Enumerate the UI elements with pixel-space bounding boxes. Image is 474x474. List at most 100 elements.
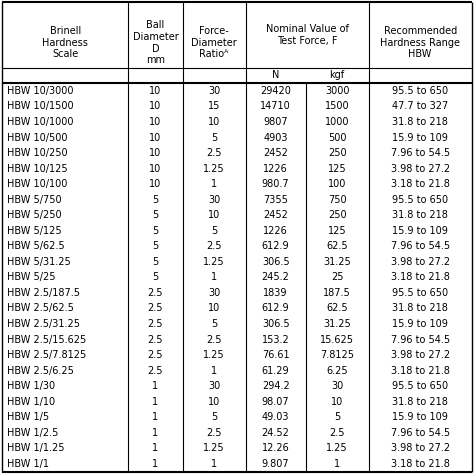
Text: 3.98 to 27.2: 3.98 to 27.2 bbox=[391, 443, 450, 453]
Text: HBW 5/750: HBW 5/750 bbox=[7, 195, 62, 205]
Text: 10: 10 bbox=[208, 117, 220, 127]
Text: 15: 15 bbox=[208, 101, 220, 111]
Text: 100: 100 bbox=[328, 179, 346, 189]
Text: HBW 1/10: HBW 1/10 bbox=[7, 397, 55, 407]
Text: 306.5: 306.5 bbox=[262, 257, 290, 267]
Text: 10: 10 bbox=[149, 117, 162, 127]
Text: 25: 25 bbox=[331, 273, 343, 283]
Text: 1: 1 bbox=[211, 459, 217, 469]
Text: kgf: kgf bbox=[329, 71, 345, 81]
Text: 98.07: 98.07 bbox=[262, 397, 290, 407]
Text: 5: 5 bbox=[334, 412, 340, 422]
Text: 1: 1 bbox=[152, 397, 158, 407]
Text: 62.5: 62.5 bbox=[326, 303, 348, 313]
Text: 30: 30 bbox=[208, 86, 220, 96]
Text: 5: 5 bbox=[152, 241, 159, 251]
Text: 3.18 to 21.8: 3.18 to 21.8 bbox=[391, 179, 449, 189]
Text: 15.9 to 109: 15.9 to 109 bbox=[392, 319, 448, 329]
Text: HBW 10/125: HBW 10/125 bbox=[7, 164, 68, 173]
Text: 612.9: 612.9 bbox=[262, 241, 290, 251]
Text: 5: 5 bbox=[152, 210, 159, 220]
Text: Nominal Value of
Test Force, F: Nominal Value of Test Force, F bbox=[265, 24, 348, 46]
Text: HBW 10/3000: HBW 10/3000 bbox=[7, 86, 73, 96]
Text: 10: 10 bbox=[149, 133, 162, 143]
Text: 95.5 to 650: 95.5 to 650 bbox=[392, 381, 448, 391]
Text: 3.18 to 21.8: 3.18 to 21.8 bbox=[391, 459, 449, 469]
Text: HBW 2.5/6.25: HBW 2.5/6.25 bbox=[7, 365, 74, 375]
Text: 15.625: 15.625 bbox=[320, 335, 354, 345]
Text: 12.26: 12.26 bbox=[262, 443, 290, 453]
Text: 5: 5 bbox=[211, 226, 217, 236]
Text: 1: 1 bbox=[211, 365, 217, 375]
Text: 1839: 1839 bbox=[264, 288, 288, 298]
Text: 31.8 to 218: 31.8 to 218 bbox=[392, 397, 448, 407]
Text: 5: 5 bbox=[211, 319, 217, 329]
Text: 2452: 2452 bbox=[263, 148, 288, 158]
Text: HBW 1/1.25: HBW 1/1.25 bbox=[7, 443, 64, 453]
Text: 7.96 to 54.5: 7.96 to 54.5 bbox=[391, 428, 450, 438]
Text: 10: 10 bbox=[149, 101, 162, 111]
Text: 153.2: 153.2 bbox=[262, 335, 290, 345]
Text: Ball
Diameter
D
mm: Ball Diameter D mm bbox=[133, 20, 178, 65]
Text: HBW 2.5/7.8125: HBW 2.5/7.8125 bbox=[7, 350, 86, 360]
Text: 7355: 7355 bbox=[263, 195, 288, 205]
Text: 7.96 to 54.5: 7.96 to 54.5 bbox=[391, 335, 450, 345]
Text: 10: 10 bbox=[208, 210, 220, 220]
Text: 750: 750 bbox=[328, 195, 346, 205]
Text: 2.5: 2.5 bbox=[148, 303, 163, 313]
Text: 2.5: 2.5 bbox=[206, 148, 222, 158]
Text: HBW 5/250: HBW 5/250 bbox=[7, 210, 62, 220]
Text: 7.96 to 54.5: 7.96 to 54.5 bbox=[391, 148, 450, 158]
Text: 1: 1 bbox=[152, 428, 158, 438]
Text: 31.8 to 218: 31.8 to 218 bbox=[392, 210, 448, 220]
Text: 5: 5 bbox=[152, 226, 159, 236]
Text: 9807: 9807 bbox=[264, 117, 288, 127]
Text: 294.2: 294.2 bbox=[262, 381, 290, 391]
Text: 31.8 to 218: 31.8 to 218 bbox=[392, 117, 448, 127]
Text: 1: 1 bbox=[211, 179, 217, 189]
Text: 612.9: 612.9 bbox=[262, 303, 290, 313]
Text: 76.61: 76.61 bbox=[262, 350, 290, 360]
Text: Recommended
Hardness Range
HBW: Recommended Hardness Range HBW bbox=[380, 26, 460, 59]
Text: 10: 10 bbox=[149, 164, 162, 173]
Text: HBW 5/125: HBW 5/125 bbox=[7, 226, 62, 236]
Text: 31.25: 31.25 bbox=[323, 319, 351, 329]
Text: HBW 2.5/31.25: HBW 2.5/31.25 bbox=[7, 319, 80, 329]
Text: 15.9 to 109: 15.9 to 109 bbox=[392, 133, 448, 143]
Text: 30: 30 bbox=[331, 381, 343, 391]
Text: HBW 5/25: HBW 5/25 bbox=[7, 273, 55, 283]
Text: 15.9 to 109: 15.9 to 109 bbox=[392, 412, 448, 422]
Text: 3000: 3000 bbox=[325, 86, 349, 96]
Text: 30: 30 bbox=[208, 195, 220, 205]
Text: HBW 5/31.25: HBW 5/31.25 bbox=[7, 257, 71, 267]
Text: 2.5: 2.5 bbox=[148, 365, 163, 375]
Text: 24.52: 24.52 bbox=[262, 428, 290, 438]
Text: 980.7: 980.7 bbox=[262, 179, 290, 189]
Text: 2.5: 2.5 bbox=[329, 428, 345, 438]
Text: 1: 1 bbox=[152, 381, 158, 391]
Text: 95.5 to 650: 95.5 to 650 bbox=[392, 195, 448, 205]
Text: 10: 10 bbox=[149, 86, 162, 96]
Text: 5: 5 bbox=[152, 273, 159, 283]
Text: 5: 5 bbox=[152, 257, 159, 267]
Text: 3.18 to 21.8: 3.18 to 21.8 bbox=[391, 365, 449, 375]
Text: N: N bbox=[272, 71, 279, 81]
Text: 250: 250 bbox=[328, 210, 346, 220]
Text: 4903: 4903 bbox=[264, 133, 288, 143]
Text: 2.5: 2.5 bbox=[148, 335, 163, 345]
Text: 15.9 to 109: 15.9 to 109 bbox=[392, 226, 448, 236]
Text: 95.5 to 650: 95.5 to 650 bbox=[392, 288, 448, 298]
Text: 7.8125: 7.8125 bbox=[320, 350, 354, 360]
Text: HBW 1/5: HBW 1/5 bbox=[7, 412, 49, 422]
Text: 10: 10 bbox=[208, 397, 220, 407]
Text: HBW 10/100: HBW 10/100 bbox=[7, 179, 67, 189]
Text: HBW 10/1000: HBW 10/1000 bbox=[7, 117, 73, 127]
Text: 29420: 29420 bbox=[260, 86, 291, 96]
Text: 1500: 1500 bbox=[325, 101, 349, 111]
Text: 1.25: 1.25 bbox=[326, 443, 348, 453]
Text: 2.5: 2.5 bbox=[206, 428, 222, 438]
Text: Force-
Diameter
Ratioᴬ: Force- Diameter Ratioᴬ bbox=[191, 26, 237, 59]
Text: HBW 1/1: HBW 1/1 bbox=[7, 459, 49, 469]
Text: 5: 5 bbox=[152, 195, 159, 205]
Text: 2452: 2452 bbox=[263, 210, 288, 220]
